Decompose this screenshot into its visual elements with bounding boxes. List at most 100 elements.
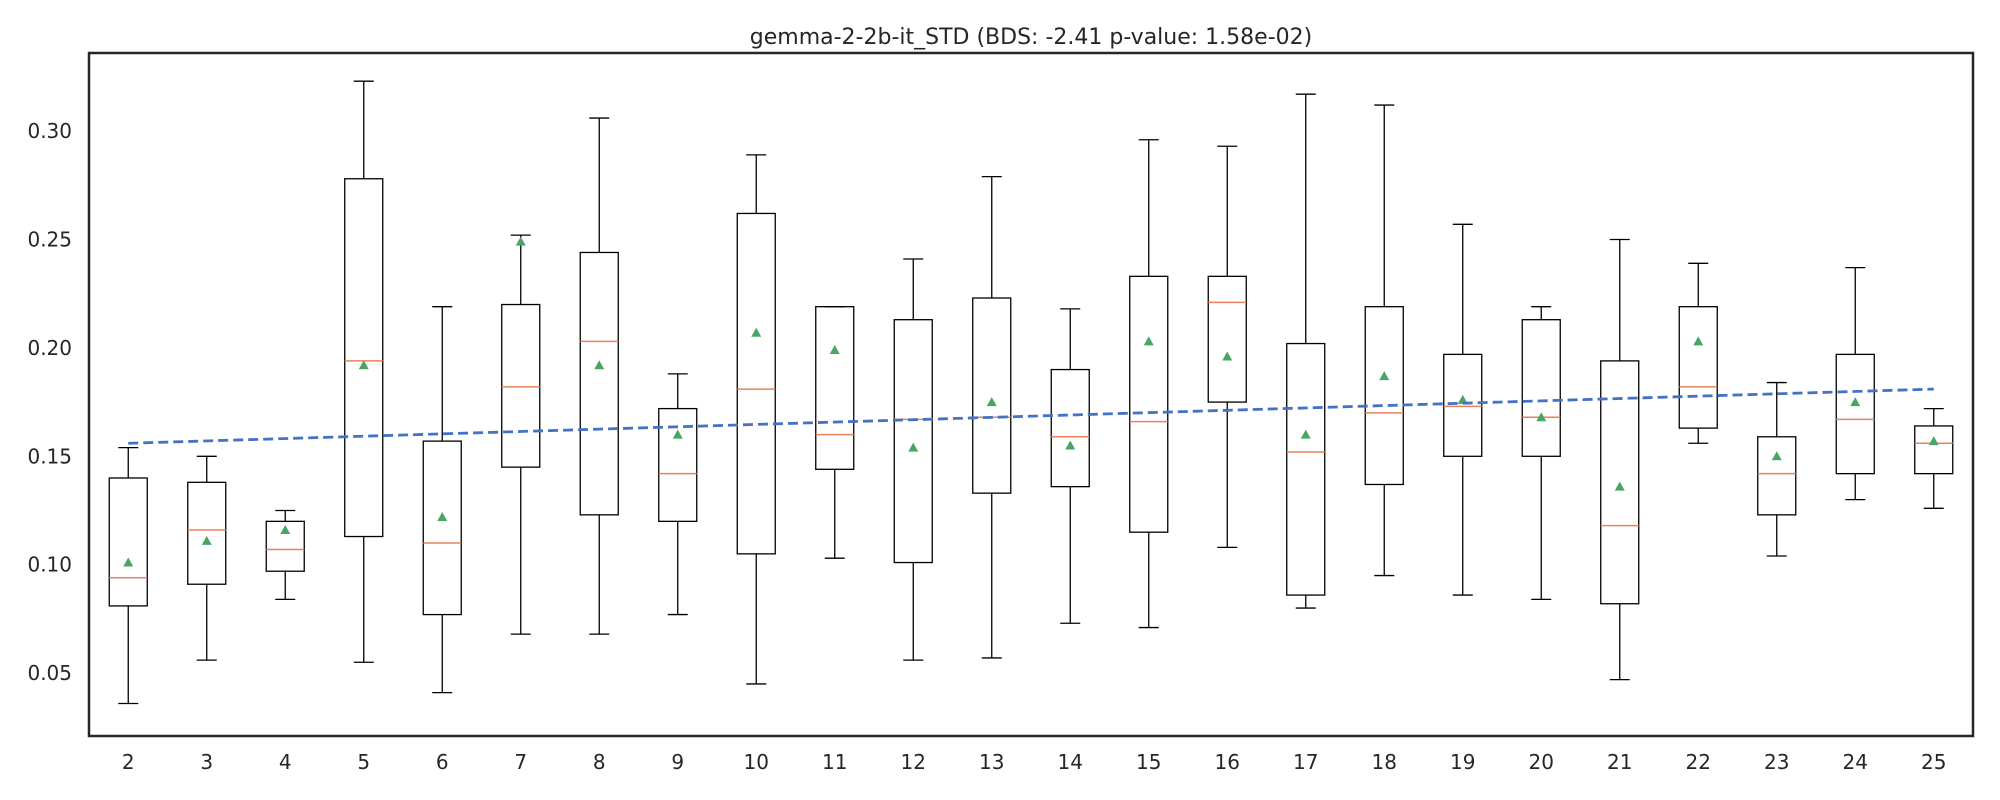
y-tick-label: 0.25 [27,227,72,251]
x-tick-label: 11 [822,750,847,774]
mean-marker [123,557,134,567]
box-iqr [1050,368,1090,488]
x-tick-label: 16 [1215,750,1240,774]
mean-marker [1850,397,1861,407]
box-iqr [1757,436,1797,516]
box-iqr [344,178,384,538]
x-tick-label: 2 [122,750,135,774]
box-group-20 [1521,306,1561,601]
x-tick-label: 12 [901,750,926,774]
x-tick-label: 21 [1607,750,1632,774]
mean-marker [1065,440,1076,450]
mean-marker [1536,412,1547,422]
mean-marker [1928,436,1939,446]
box-iqr [1835,353,1875,475]
mean-marker [751,327,762,337]
box-group-22 [1678,262,1718,444]
mean-marker [829,345,840,355]
mean-marker [594,360,605,370]
mean-marker [358,360,369,370]
mean-marker [1457,394,1468,404]
box-group-18 [1364,104,1404,577]
box-iqr [658,407,698,522]
box-iqr [1678,306,1718,429]
x-tick-label: 8 [593,750,606,774]
y-tick-label: 0.15 [27,444,72,468]
mean-marker [1771,451,1782,461]
x-tick-label: 6 [436,750,449,774]
box-group-5 [344,80,384,663]
x-tick-label: 24 [1843,750,1868,774]
box-iqr [1364,306,1404,486]
box-iqr [1129,275,1169,533]
x-tick-label: 5 [357,750,370,774]
box-group-23 [1757,381,1797,557]
y-tick-label: 0.30 [27,119,72,143]
box-group-19 [1443,223,1483,596]
plot-frame [87,51,1975,738]
box-group-2 [108,446,148,705]
x-tick-label: 7 [514,750,527,774]
box-group-17 [1286,93,1326,609]
box-group-16 [1207,145,1247,549]
box-iqr [1914,425,1954,475]
box-group-15 [1129,139,1169,629]
box-iqr [893,319,933,564]
mean-marker [1222,351,1233,361]
box-group-11 [815,306,855,559]
mean-marker [201,535,212,545]
mean-marker [672,429,683,439]
box-iqr [1600,360,1640,605]
mean-marker [280,525,291,535]
box-group-12 [893,258,933,661]
box-group-9 [658,373,698,616]
box-group-3 [187,455,227,661]
x-tick-label: 22 [1686,750,1711,774]
box-iqr [972,297,1012,494]
boxes-layer [108,80,1954,705]
box-group-4 [265,509,305,601]
y-tick-label: 0.05 [27,661,72,685]
y-tick-label: 0.10 [27,553,72,577]
mean-marker [1300,429,1311,439]
box-iqr [422,440,462,616]
box-iqr [1286,342,1326,596]
box-group-14 [1050,308,1090,624]
x-tick-label: 20 [1529,750,1554,774]
box-iqr [1207,275,1247,403]
x-tick-label: 10 [744,750,769,774]
x-tick-label: 15 [1136,750,1161,774]
box-iqr [736,212,776,555]
mean-marker [1379,371,1390,381]
mean-marker [437,512,448,522]
box-iqr [1443,353,1483,457]
mean-marker [515,236,526,246]
y-axis-ticks: 0.05 0.10 0.15 0.20 0.25 0.30 [27,119,72,685]
x-tick-label: 13 [979,750,1004,774]
box-group-8 [579,117,619,635]
trend-layer [128,387,1934,445]
x-tick-label: 25 [1921,750,1946,774]
x-tick-label: 4 [279,750,292,774]
mean-marker [986,397,997,407]
box-group-24 [1835,267,1875,501]
box-group-6 [422,306,462,694]
box-group-25 [1914,407,1954,509]
box-iqr [1521,319,1561,457]
x-axis-ticks: 2 3 4 5 6 7 8 9 10 11 12 13 14 15 16 17 18 19 20 21 22 23 24 25 [122,750,1947,774]
mean-marker [1614,481,1625,491]
x-tick-label: 9 [671,750,684,774]
mean-marker [908,442,919,452]
box-group-10 [736,154,776,685]
x-tick-label: 19 [1450,750,1475,774]
x-tick-label: 17 [1293,750,1318,774]
mean-marker [1693,336,1704,346]
x-tick-label: 18 [1372,750,1397,774]
box-iqr [815,306,855,470]
box-group-13 [972,175,1012,659]
x-tick-label: 14 [1058,750,1083,774]
x-tick-label: 23 [1764,750,1789,774]
mean-marker [1143,336,1154,346]
